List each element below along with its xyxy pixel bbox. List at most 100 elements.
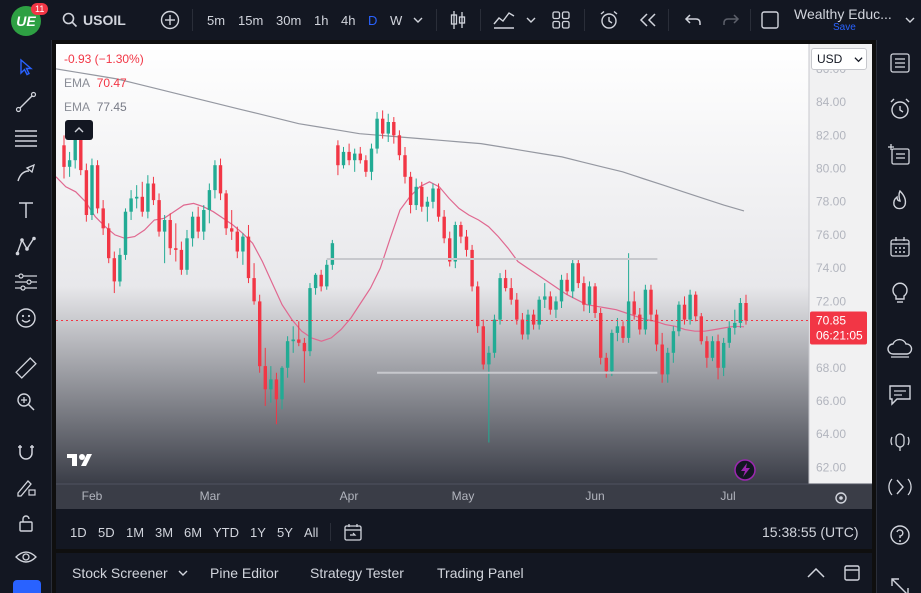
range-all[interactable]: All [304, 524, 319, 540]
candle [135, 185, 139, 209]
candle [699, 312, 703, 345]
tab-strategy-tester[interactable]: Strategy Tester [310, 565, 404, 581]
range-6m[interactable]: 6M [184, 524, 203, 540]
tradingview-logo[interactable] [67, 454, 92, 466]
candle [621, 321, 625, 343]
go-to-date-button[interactable] [344, 523, 364, 541]
range-ytd[interactable]: YTD [213, 524, 239, 540]
interval-w[interactable]: W [390, 12, 403, 28]
candle [626, 253, 631, 343]
candle-body [503, 278, 508, 289]
layout-dropdown[interactable] [905, 0, 915, 40]
candle [537, 296, 541, 330]
tab-trading-panel[interactable]: Trading Panel [437, 565, 524, 581]
candle [503, 269, 508, 292]
interval-4h[interactable]: 4h [341, 12, 356, 28]
chart-type-button[interactable] [449, 0, 467, 40]
watchlist-button[interactable] [885, 48, 915, 78]
measure-tool[interactable] [12, 354, 40, 382]
candle [531, 309, 536, 330]
object-tree-button[interactable] [13, 580, 41, 593]
range-1d[interactable]: 1D [70, 524, 87, 540]
calendar-button[interactable] [885, 232, 915, 262]
range-1y[interactable]: 1Y [250, 524, 266, 540]
chevron-down-icon [854, 56, 863, 62]
streams-button[interactable] [885, 334, 915, 364]
fib-tool[interactable] [12, 124, 40, 152]
cursor-tool[interactable] [12, 53, 40, 81]
magnet-tool[interactable] [12, 438, 40, 466]
icon-tool[interactable] [12, 304, 40, 332]
legend-ema-2[interactable]: EMA 77.45 [64, 100, 127, 114]
interval-1h[interactable]: 1h [314, 12, 329, 28]
lightning-badge[interactable] [734, 459, 756, 481]
replay-button[interactable] [638, 0, 658, 40]
hotlists-button[interactable] [885, 186, 915, 216]
prediction-tool[interactable] [12, 268, 40, 296]
candle-body [369, 148, 374, 172]
range-5d[interactable]: 5D [98, 524, 115, 540]
data-window-button[interactable] [885, 140, 915, 170]
interval-dropdown[interactable] [413, 0, 423, 40]
layouts-button[interactable] [552, 0, 570, 40]
candle-body [459, 225, 463, 237]
utc-clock[interactable]: 15:38:55 (UTC) [762, 524, 859, 540]
rewind-icon [639, 13, 656, 27]
question-icon [890, 525, 910, 545]
drawing-toolbar [0, 40, 52, 593]
tab-pine-editor[interactable]: Pine Editor [210, 565, 279, 581]
interval-d[interactable]: D [368, 12, 378, 28]
ideas-button[interactable] [885, 278, 915, 308]
redo-button[interactable] [722, 0, 740, 40]
candle [565, 273, 569, 295]
stay-in-drawing-mode-tool[interactable] [12, 473, 40, 501]
range-3m[interactable]: 3M [155, 524, 174, 540]
candle-body [537, 299, 541, 325]
undo-button[interactable] [684, 0, 702, 40]
compare-symbol-button[interactable] [160, 0, 180, 40]
candle-body [559, 279, 564, 302]
maximize-panel-button[interactable] [844, 553, 860, 593]
fullscreen-toggle[interactable] [761, 0, 779, 40]
symbol-search[interactable]: USOIL [62, 0, 126, 40]
user-avatar[interactable]: UE 11 [11, 3, 49, 36]
candle [246, 224, 251, 284]
interval-5m[interactable]: 5m [207, 12, 226, 28]
candle-body [470, 249, 474, 287]
candle [112, 251, 116, 294]
settings-gear-icon[interactable] [835, 492, 847, 504]
price-tick-label: 78.00 [816, 195, 846, 209]
help-button[interactable] [885, 520, 915, 550]
candle [476, 281, 480, 333]
legend-ema-1[interactable]: EMA 70.47 [64, 76, 127, 90]
price-scale-background [809, 44, 872, 484]
indicators-button[interactable] [493, 0, 515, 40]
lock-icon [19, 515, 33, 532]
lock-drawings-tool[interactable] [12, 509, 40, 537]
zoom-in-tool[interactable] [12, 388, 40, 416]
chats-button[interactable] [885, 380, 915, 410]
text-tool[interactable] [12, 196, 40, 224]
trend-line-tool[interactable] [12, 88, 40, 116]
range-1m[interactable]: 1M [126, 524, 145, 540]
layout-name-button[interactable]: Wealthy Educ... Save [794, 0, 892, 40]
interval-15m[interactable]: 15m [238, 12, 264, 28]
pattern-tool[interactable] [12, 232, 40, 260]
price-chart[interactable]: 86.0084.0082.0080.0078.0076.0074.0072.00… [56, 44, 872, 549]
collapse-panel-button[interactable] [807, 553, 825, 593]
alert-button[interactable] [598, 0, 620, 40]
collapse-legend-button[interactable] [65, 120, 93, 140]
signals-button[interactable] [885, 472, 915, 502]
tab-stock-screener[interactable]: Stock Screener [72, 553, 188, 593]
hide-drawings-tool[interactable] [12, 543, 40, 571]
candle-body [246, 236, 251, 279]
notifications-button[interactable] [885, 426, 915, 456]
brush-tool[interactable] [12, 160, 40, 188]
range-5y[interactable]: 5Y [277, 524, 293, 540]
indicators-dropdown[interactable] [526, 0, 536, 40]
interval-30m[interactable]: 30m [276, 12, 302, 28]
candle-body [705, 341, 709, 358]
alerts-button[interactable] [885, 94, 915, 124]
currency-selector[interactable]: USD [811, 48, 867, 70]
more-widgets-button[interactable] [885, 572, 915, 593]
